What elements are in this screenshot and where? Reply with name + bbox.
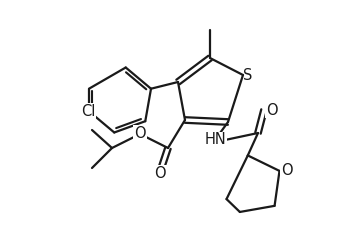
Text: O: O (281, 163, 292, 179)
Text: O: O (134, 125, 146, 140)
Text: O: O (154, 166, 166, 181)
Text: Cl: Cl (81, 104, 95, 119)
Text: HN: HN (204, 132, 226, 147)
Text: S: S (243, 67, 253, 82)
Text: O: O (266, 103, 278, 118)
